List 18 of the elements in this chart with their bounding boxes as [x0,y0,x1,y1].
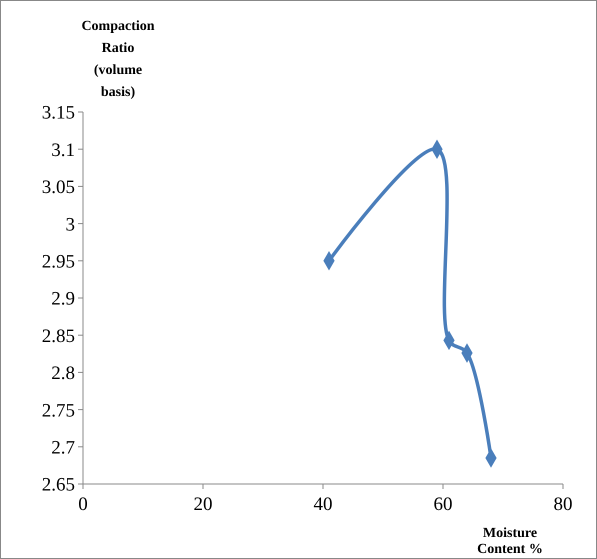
x-tick-label: 0 [78,494,88,515]
y-tick-label: 3.05 [42,177,75,198]
y-tick-label: 2.9 [51,288,75,310]
x-axis-title: Moisture Content % [477,526,543,557]
x-tick-label: 80 [554,494,572,515]
x-tick-label: 40 [314,494,332,515]
x-tick-label: 60 [434,494,452,515]
x-tick-label: 20 [194,494,212,515]
y-tick-label: 2.95 [42,251,75,272]
y-tick-label: 2.75 [42,400,75,422]
y-tick-label: 2.85 [42,326,75,347]
y-tick-label: 2.7 [51,437,75,458]
y-axis-title: Compaction Ratio (volume basis) [81,19,155,100]
y-tick-label: 2.65 [42,474,75,496]
y-tick-label: 3 [66,214,75,236]
y-tick-label: 3.1 [51,140,75,161]
y-tick-label: 2.8 [51,363,75,384]
y-tick-label: 3.15 [42,102,75,124]
